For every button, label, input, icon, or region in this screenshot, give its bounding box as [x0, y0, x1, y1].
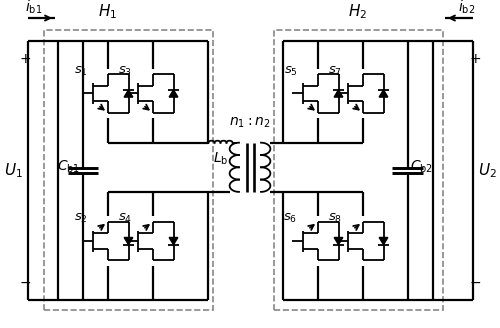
Polygon shape — [334, 90, 343, 97]
Text: $s_6$: $s_6$ — [284, 212, 298, 225]
Text: $s_2$: $s_2$ — [74, 212, 88, 225]
Text: $C_{\mathrm{b1}}$: $C_{\mathrm{b1}}$ — [57, 159, 80, 175]
Text: $U_2$: $U_2$ — [478, 161, 496, 180]
Bar — [44, 30, 213, 310]
Text: $s_3$: $s_3$ — [118, 65, 132, 78]
Text: $n_1 : n_2$: $n_1 : n_2$ — [230, 115, 270, 130]
Text: $U_1$: $U_1$ — [4, 161, 22, 180]
Text: $i_{\mathrm{b1}}$: $i_{\mathrm{b1}}$ — [25, 0, 42, 16]
Polygon shape — [124, 237, 133, 245]
Text: $s_1$: $s_1$ — [74, 65, 88, 78]
Text: $s_8$: $s_8$ — [328, 212, 342, 225]
Text: $C_{\mathrm{b2}}$: $C_{\mathrm{b2}}$ — [410, 159, 433, 175]
Text: $-$: $-$ — [469, 275, 481, 289]
Text: $H_1$: $H_1$ — [98, 2, 117, 21]
Polygon shape — [379, 237, 388, 245]
Text: $H_2$: $H_2$ — [348, 2, 367, 21]
Polygon shape — [124, 90, 133, 97]
Text: $s_4$: $s_4$ — [118, 212, 132, 225]
Polygon shape — [169, 237, 178, 245]
Text: $+$: $+$ — [469, 52, 481, 66]
Text: $-$: $-$ — [19, 275, 31, 289]
Text: $s_5$: $s_5$ — [284, 65, 298, 78]
Polygon shape — [334, 237, 343, 245]
Text: $+$: $+$ — [19, 52, 31, 66]
Polygon shape — [169, 90, 178, 97]
Text: $i_{\mathrm{b2}}$: $i_{\mathrm{b2}}$ — [458, 0, 475, 16]
Bar — [274, 30, 443, 310]
Text: $L_{\mathrm{b}}$: $L_{\mathrm{b}}$ — [213, 151, 228, 167]
Text: $s_7$: $s_7$ — [328, 65, 342, 78]
Polygon shape — [379, 90, 388, 97]
